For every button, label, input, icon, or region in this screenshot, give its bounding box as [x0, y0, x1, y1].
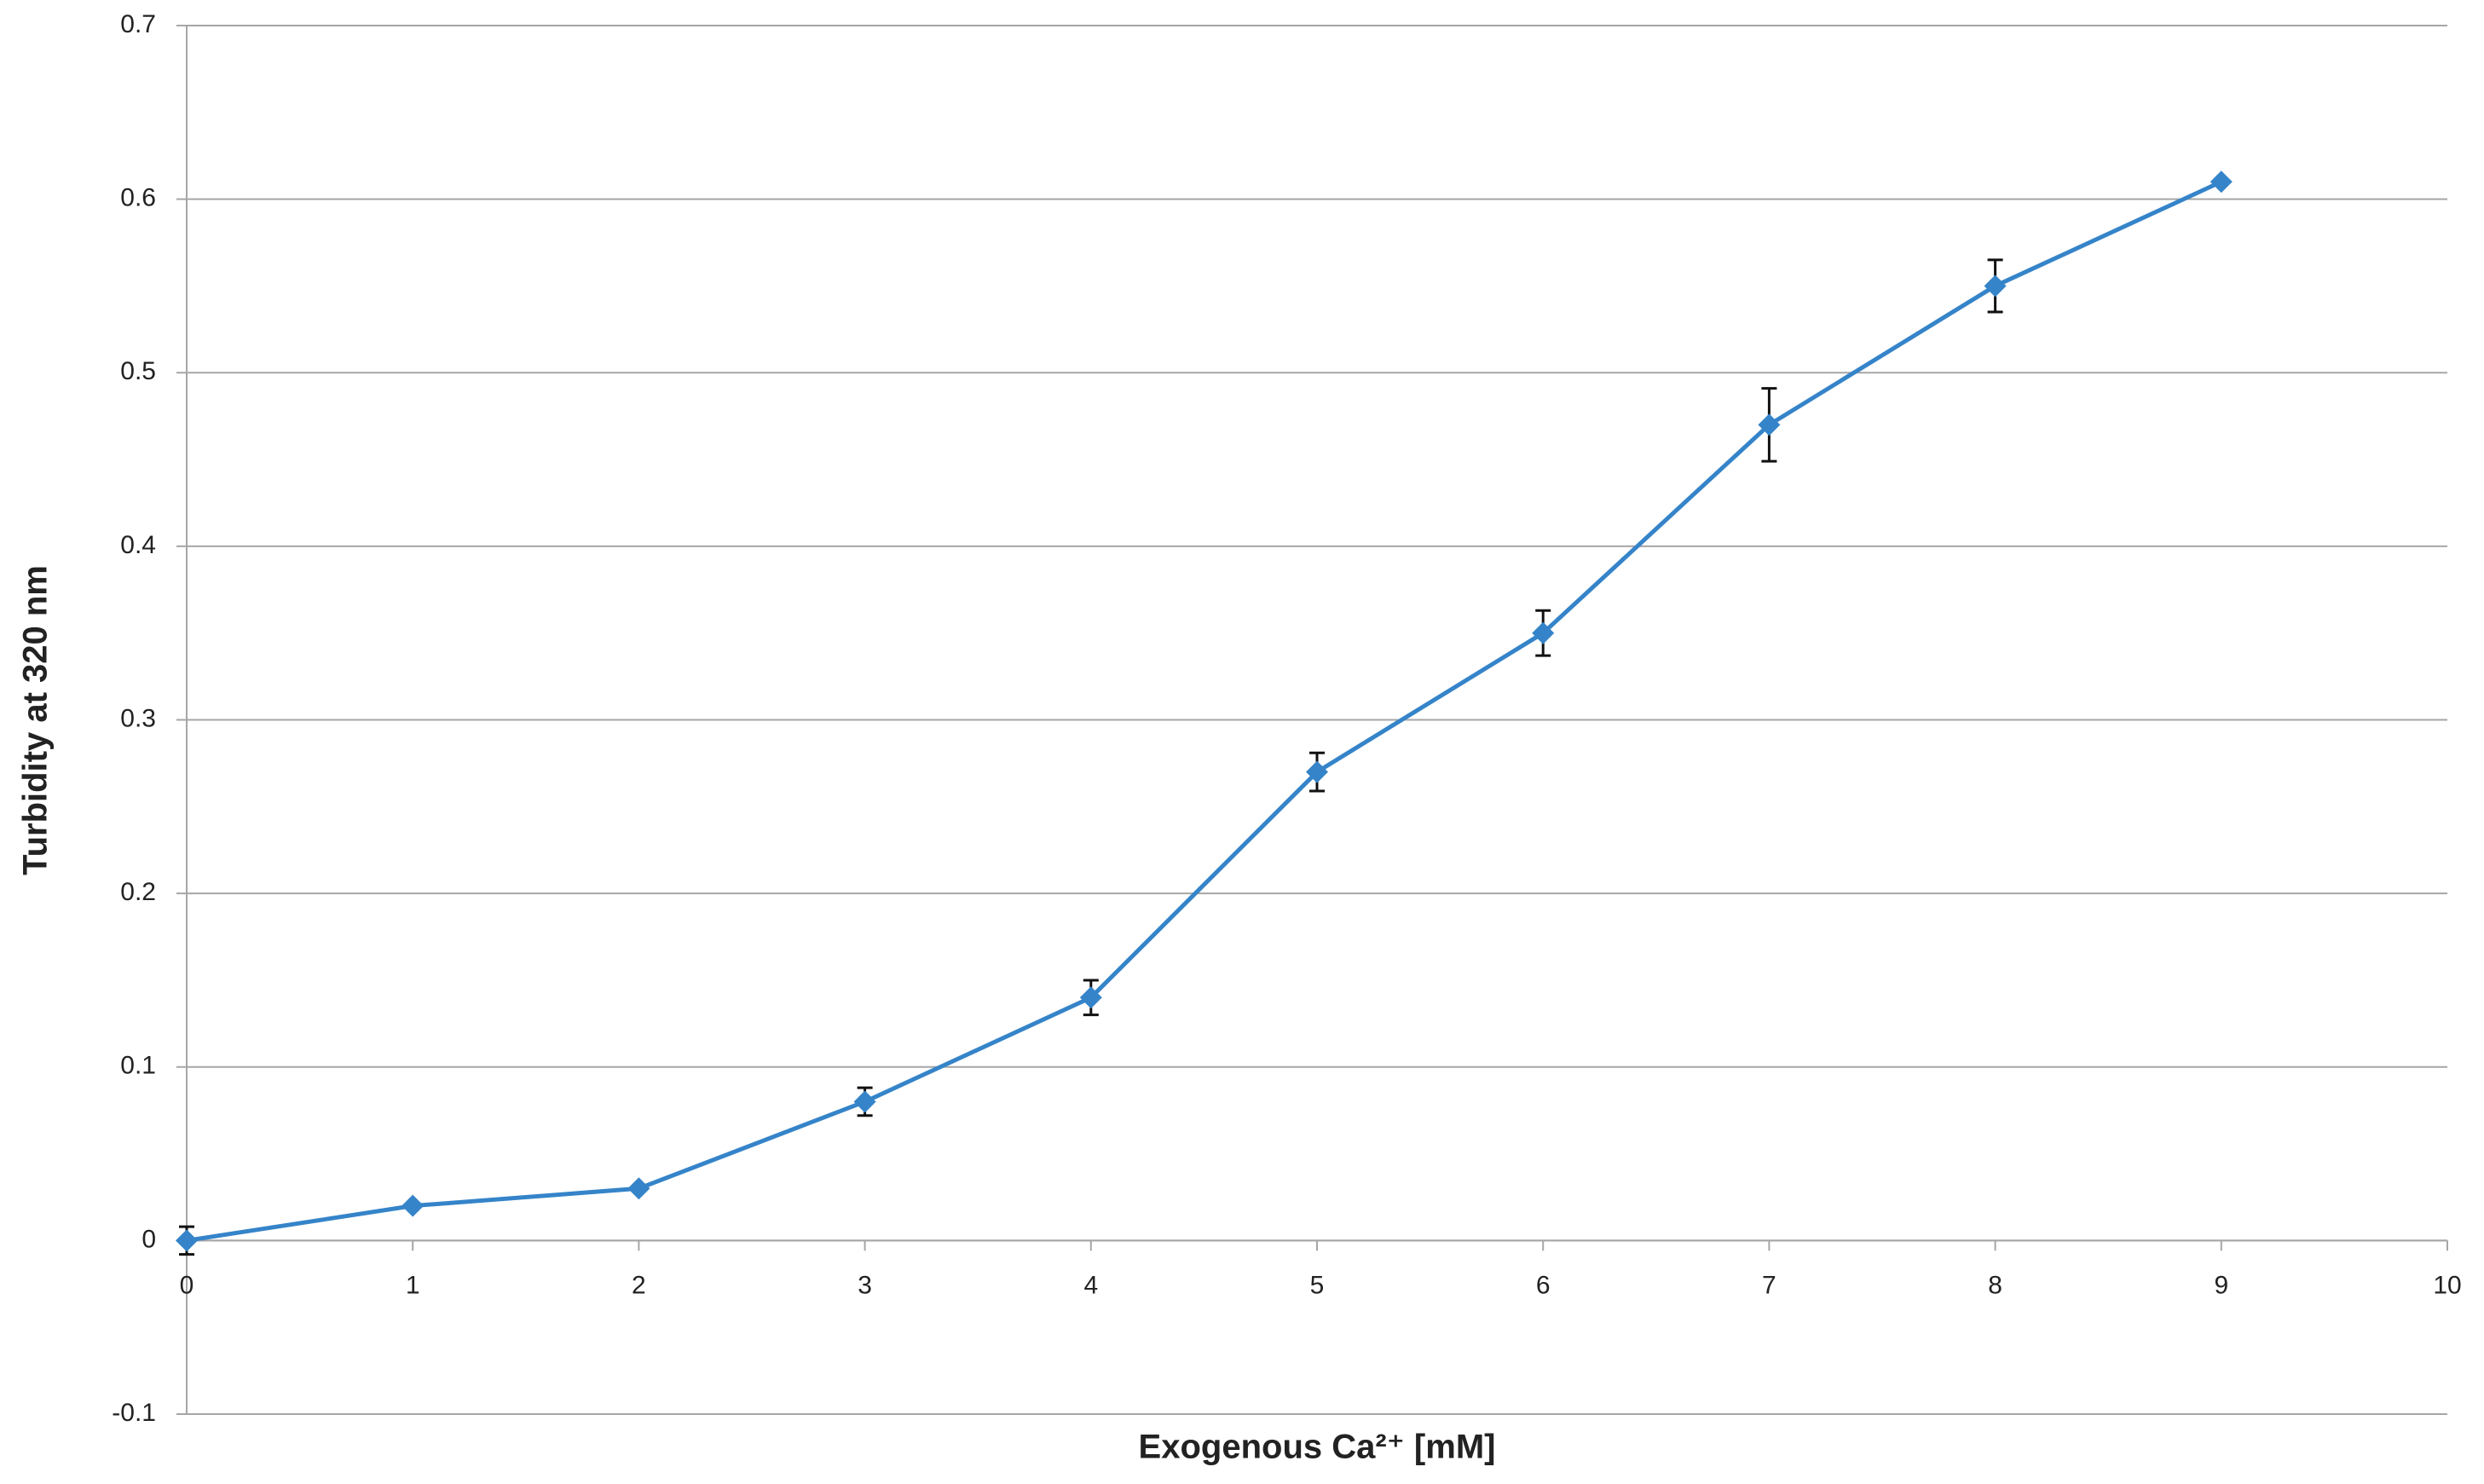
marker [1758, 413, 1781, 436]
y-tick-label: 0.4 [120, 531, 156, 559]
marker [176, 1229, 198, 1252]
x-tick-label: 2 [632, 1271, 646, 1299]
y-tick-label: 0.1 [120, 1052, 156, 1080]
y-axis-title: Turbidity at 320 nm [17, 565, 55, 875]
x-tick-label: 4 [1083, 1271, 1098, 1299]
y-tick-label: -0.1 [112, 1399, 156, 1427]
marker [401, 1194, 425, 1217]
y-tick-label: 0.5 [120, 357, 156, 385]
marker [1984, 274, 2007, 297]
x-tick-label: 7 [1762, 1271, 1776, 1299]
y-tick-label: 0.7 [120, 10, 156, 38]
x-tick-label: 5 [1310, 1271, 1325, 1299]
marker [1306, 760, 1328, 783]
marker [1079, 986, 1102, 1009]
x-axis-title: Exogenous Ca²⁺ [mM] [1139, 1429, 1496, 1466]
x-tick-label: 6 [1536, 1271, 1551, 1299]
y-tick-label: 0.2 [120, 878, 156, 906]
x-tick-label: 8 [1988, 1271, 2002, 1299]
data-line [186, 179, 2222, 1243]
marker [853, 1090, 876, 1113]
y-tick-label: 0.6 [120, 184, 156, 212]
marker [2210, 170, 2233, 193]
x-tick-label: 1 [406, 1271, 420, 1299]
marker [627, 1177, 650, 1200]
y-tick-label: 0.3 [120, 704, 156, 732]
marker [1532, 621, 1555, 644]
x-tick-label: 9 [2214, 1271, 2228, 1299]
x-tick-label: 10 [2433, 1271, 2461, 1299]
x-tick-label: 3 [858, 1271, 872, 1299]
x-tick-label: 0 [180, 1271, 194, 1299]
y-tick-label: 0 [142, 1225, 156, 1253]
